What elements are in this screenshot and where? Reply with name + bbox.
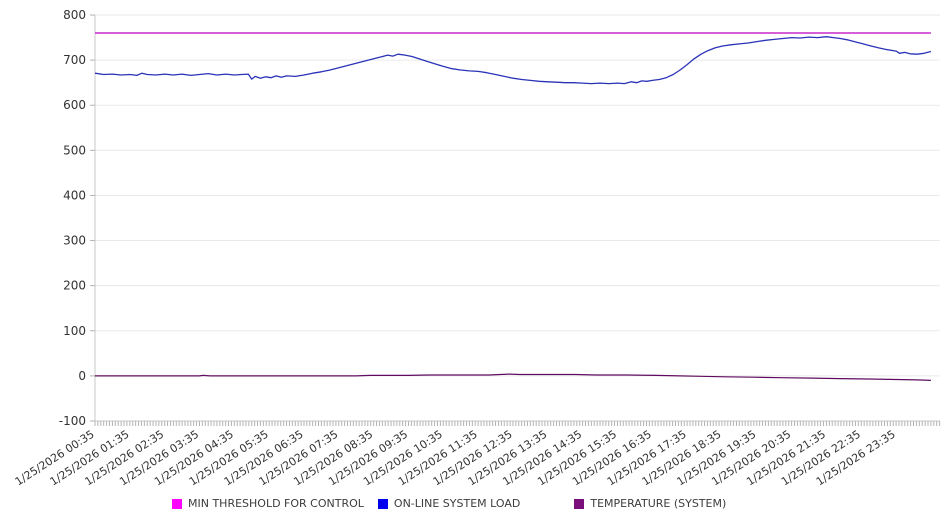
legend-label-min-threshold: MIN THRESHOLD FOR CONTROL [188, 497, 364, 510]
y-axis-label: 800 [63, 8, 86, 22]
y-axis-label: 400 [63, 188, 86, 202]
y-axis-label: 600 [63, 98, 86, 112]
series-line-temperature-system [95, 373, 931, 381]
y-axis-label: 700 [63, 53, 86, 67]
y-axis-ticks [90, 14, 95, 422]
y-axis-label: 200 [63, 279, 86, 293]
legend-swatch-min-threshold-icon [172, 498, 182, 509]
series-line-on-line-system-load [94, 36, 932, 85]
y-axis-label: 100 [63, 324, 86, 338]
x-axis-labels: 1/25/2026 00:351/25/2026 01:351/25/2026 … [13, 428, 898, 489]
y-axis-labels: 800 700 600 500 400 300 200 100 0 -100 [59, 8, 86, 428]
y-axis-label: 0 [78, 369, 86, 383]
legend-label-system-load: ON-LINE SYSTEM LOAD [393, 497, 521, 510]
y-gridlines [95, 14, 940, 422]
chart-legend: MIN THRESHOLD FOR CONTROL ON-LINE SYSTEM… [172, 497, 726, 510]
x-axis-minor-ticks [94, 421, 941, 426]
legend-label-temperature: TEMPERATURE (SYSTEM) [590, 497, 727, 510]
legend-item-temperature: TEMPERATURE (SYSTEM) [574, 497, 726, 510]
legend-item-system-load: ON-LINE SYSTEM LOAD [377, 497, 521, 510]
y-axis-label: 300 [63, 234, 86, 248]
legend-swatch-temperature-icon [574, 498, 585, 509]
y-axis-label: -100 [59, 414, 86, 428]
legend-swatch-system-load-icon [377, 498, 388, 509]
y-axis-label: 500 [63, 143, 86, 157]
legend-item-min-threshold: MIN THRESHOLD FOR CONTROL [172, 497, 364, 510]
